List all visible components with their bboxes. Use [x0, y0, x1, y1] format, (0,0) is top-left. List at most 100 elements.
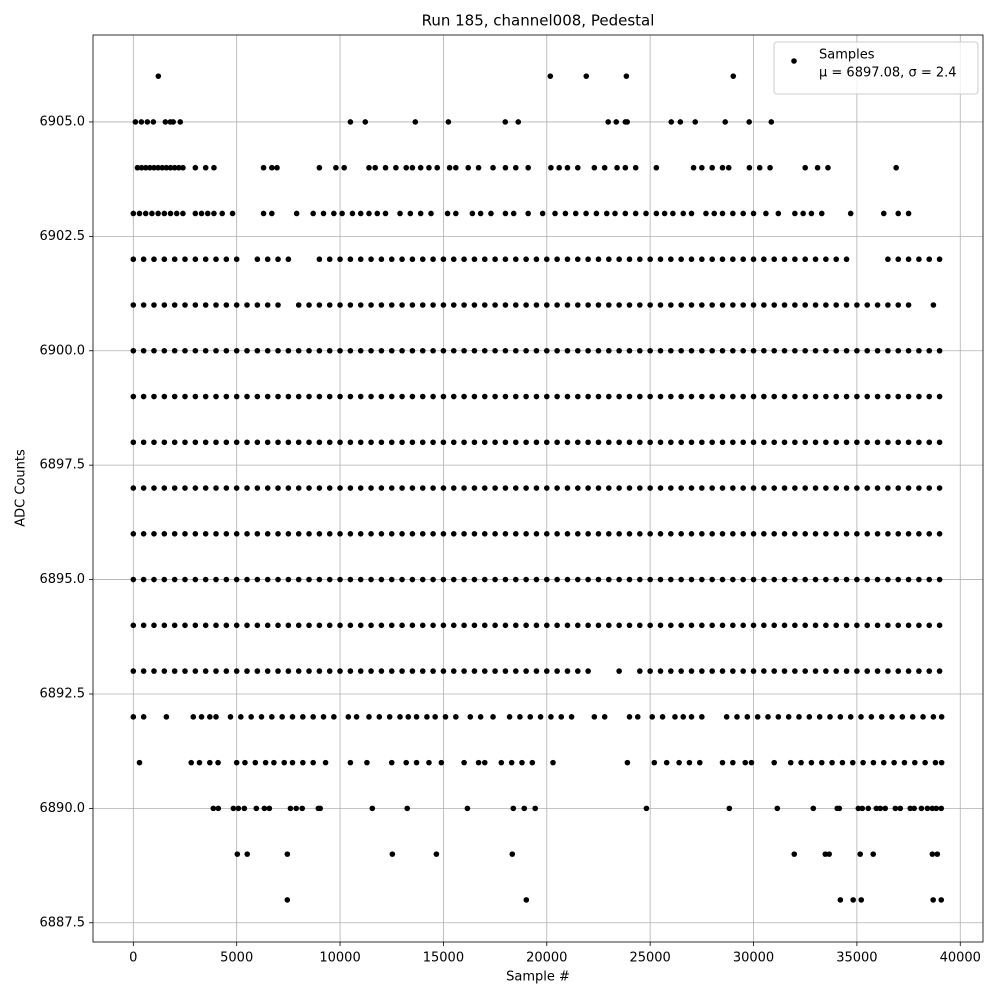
data-point — [823, 347, 829, 354]
data-point — [854, 393, 860, 400]
data-point — [653, 210, 660, 217]
data-point — [502, 531, 509, 537]
data-point — [781, 393, 788, 400]
data-point — [223, 576, 230, 583]
data-point — [926, 256, 933, 263]
data-point — [626, 576, 633, 583]
data-point — [632, 164, 639, 171]
data-point — [678, 622, 684, 629]
data-point — [388, 622, 395, 629]
data-point — [626, 393, 633, 400]
data-point — [412, 119, 419, 125]
data-point — [316, 302, 323, 308]
data-point — [211, 164, 217, 171]
data-point — [502, 668, 509, 674]
data-point — [289, 759, 296, 766]
data-point — [740, 256, 746, 263]
data-point — [357, 210, 364, 217]
data-point — [688, 485, 695, 491]
data-point — [223, 668, 230, 674]
data-point — [130, 439, 137, 446]
data-point — [310, 210, 316, 217]
data-point — [506, 714, 513, 720]
data-point — [709, 347, 715, 354]
data-point — [368, 302, 374, 308]
data-point — [151, 164, 157, 171]
data-point — [417, 164, 424, 171]
data-point — [677, 119, 684, 125]
data-point — [274, 164, 280, 171]
data-point — [492, 393, 498, 400]
data-point — [907, 805, 914, 812]
data-point — [481, 622, 488, 629]
data-point — [740, 210, 746, 217]
data-point — [812, 531, 819, 537]
data-point — [554, 668, 560, 674]
data-point — [230, 805, 237, 812]
data-point — [300, 714, 306, 720]
data-point — [668, 119, 675, 125]
data-point — [865, 805, 872, 812]
data-point — [521, 805, 528, 812]
data-point — [140, 531, 147, 537]
data-point — [802, 485, 809, 491]
data-point — [151, 439, 157, 446]
data-point — [798, 759, 804, 766]
data-point — [275, 439, 281, 446]
data-point — [825, 164, 831, 171]
data-point — [730, 393, 736, 400]
data-point — [548, 714, 554, 720]
data-point — [382, 210, 389, 217]
data-point — [690, 164, 697, 171]
data-point — [453, 164, 459, 171]
data-point — [543, 622, 550, 629]
data-point — [502, 164, 509, 171]
data-point — [663, 759, 670, 766]
data-point — [616, 256, 622, 263]
data-point — [295, 439, 302, 446]
data-point — [709, 668, 715, 674]
data-point — [606, 485, 612, 491]
data-point — [167, 210, 174, 217]
data-point — [388, 347, 395, 354]
data-point — [509, 851, 516, 857]
data-point — [316, 576, 323, 583]
data-point — [368, 347, 374, 354]
data-point — [616, 393, 622, 400]
data-point — [285, 439, 292, 446]
data-point — [430, 668, 436, 674]
data-point — [775, 210, 782, 217]
data-point — [322, 759, 329, 766]
data-point — [791, 851, 798, 857]
data-point — [357, 531, 364, 537]
data-point — [543, 531, 550, 537]
data-point — [585, 668, 591, 674]
data-point — [430, 302, 436, 308]
data-point — [419, 256, 426, 263]
data-point — [254, 256, 261, 263]
data-point — [725, 164, 732, 171]
data-point — [281, 759, 288, 766]
data-point — [378, 347, 385, 354]
data-point — [781, 485, 788, 491]
data-point — [161, 393, 168, 400]
data-point — [409, 439, 416, 446]
data-point — [792, 347, 798, 354]
data-point — [750, 531, 757, 537]
data-point — [843, 622, 850, 629]
data-point — [475, 164, 482, 171]
data-point — [818, 759, 825, 766]
data-point — [512, 622, 519, 629]
data-point — [873, 805, 880, 812]
data-point — [750, 347, 757, 354]
data-point — [647, 668, 653, 674]
data-point — [771, 393, 777, 400]
data-point — [347, 256, 354, 263]
data-point — [285, 668, 292, 674]
data-point — [130, 210, 137, 217]
data-point — [269, 164, 275, 171]
data-point — [626, 347, 633, 354]
data-point — [916, 256, 922, 263]
data-point — [761, 576, 767, 583]
data-point — [802, 302, 809, 308]
